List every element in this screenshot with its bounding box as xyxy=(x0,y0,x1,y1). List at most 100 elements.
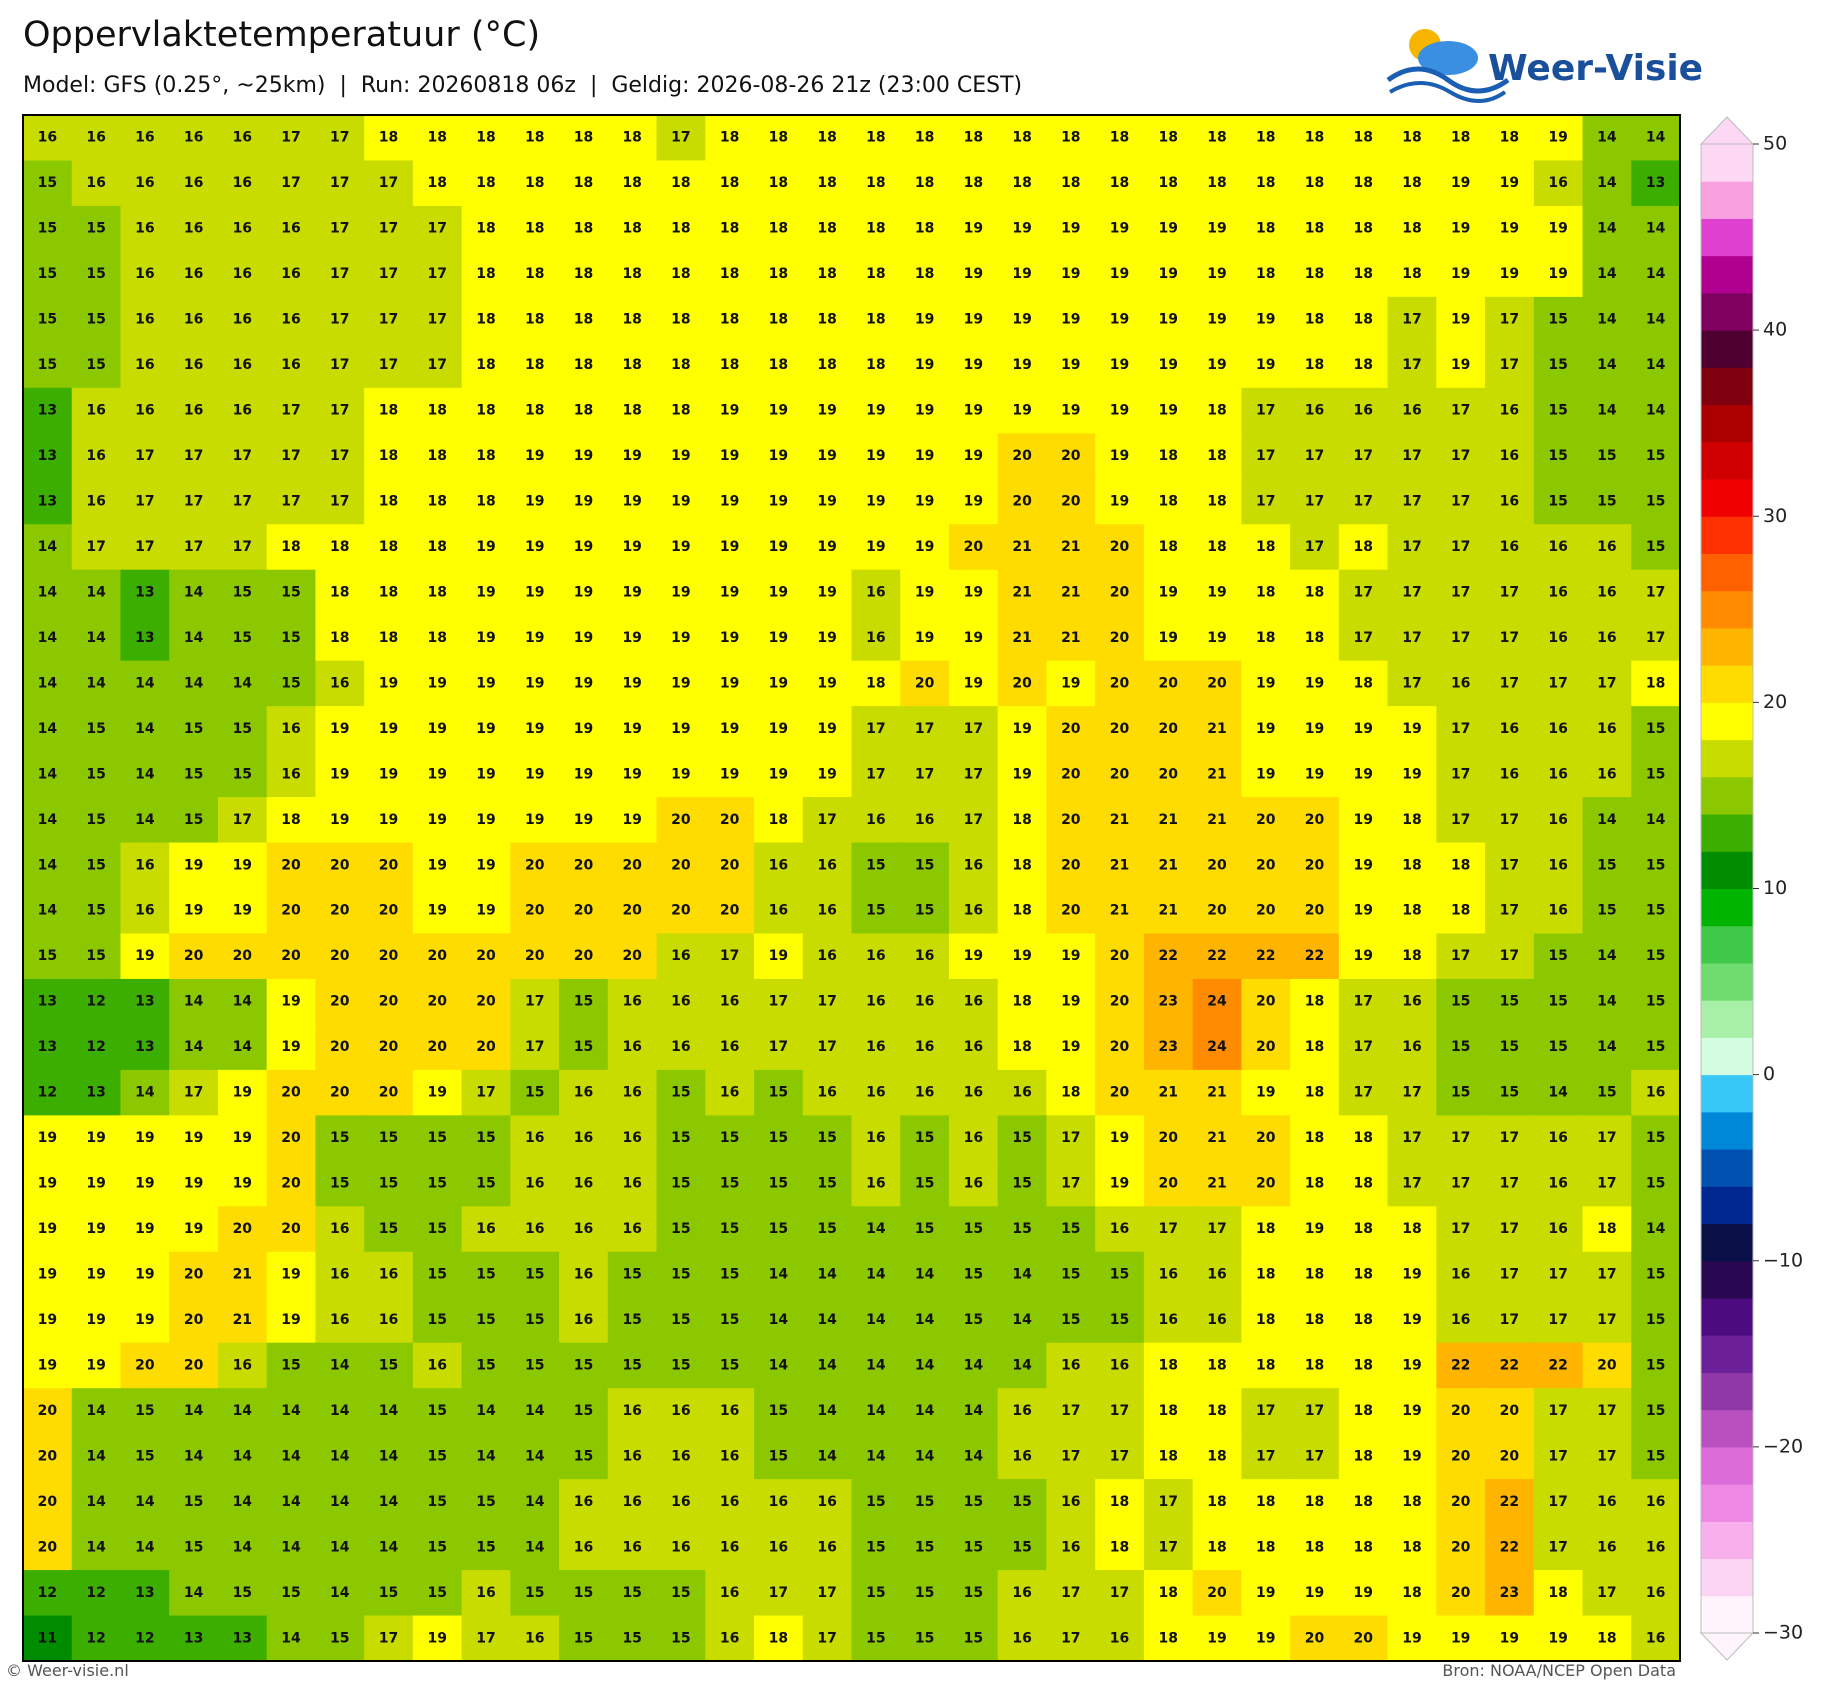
cell-value: 18 xyxy=(1353,1267,1372,1283)
temperature-cell xyxy=(364,615,414,662)
temperature-cell xyxy=(1387,1160,1437,1207)
cell-value: 19 xyxy=(1061,221,1080,237)
temperature-cell xyxy=(656,478,706,525)
temperature-cell xyxy=(1436,1297,1486,1344)
cell-value: 15 xyxy=(769,1130,788,1146)
temperature-cell xyxy=(656,615,706,662)
temperature-cell xyxy=(461,433,511,480)
cell-value: 18 xyxy=(1207,539,1226,555)
temperature-cell xyxy=(510,1024,560,1071)
temperature-cell xyxy=(510,1069,560,1116)
temperature-cell xyxy=(900,751,950,798)
cell-value: 17 xyxy=(135,494,154,510)
temperature-cell xyxy=(412,1206,463,1253)
cell-value: 19 xyxy=(1110,357,1129,373)
temperature-cell xyxy=(656,387,706,434)
temperature-cell xyxy=(364,1433,414,1480)
temperature-cell xyxy=(364,660,414,707)
cell-value: 18 xyxy=(1110,1539,1129,1555)
cell-value: 18 xyxy=(1305,1176,1324,1192)
temperature-cell xyxy=(997,1160,1048,1207)
temperature-cell xyxy=(1387,524,1437,571)
cell-value: 14 xyxy=(38,903,58,919)
temperature-cell xyxy=(851,569,901,616)
colorbar-band xyxy=(1701,590,1753,629)
temperature-cell xyxy=(217,933,268,980)
cell-value: 15 xyxy=(769,1448,788,1464)
temperature-cell xyxy=(217,797,268,844)
logo-wave xyxy=(1388,81,1507,103)
cell-value: 18 xyxy=(1207,1448,1226,1464)
cell-value: 14 xyxy=(964,1403,984,1419)
cell-value: 18 xyxy=(1207,403,1226,419)
cell-value: 18 xyxy=(1353,1403,1372,1419)
temperature-cell xyxy=(1485,1615,1535,1662)
cell-value: 18 xyxy=(866,130,885,146)
temperature-cell xyxy=(315,1297,365,1344)
cell-value: 14 xyxy=(233,675,253,691)
temperature-cell xyxy=(217,1570,268,1617)
temperature-cell xyxy=(851,888,901,935)
cell-value: 19 xyxy=(428,857,447,873)
cell-value: 14 xyxy=(1646,221,1666,237)
temperature-cell xyxy=(607,888,658,935)
temperature-cell xyxy=(1387,888,1437,935)
cell-value: 17 xyxy=(1207,1221,1226,1237)
cell-value: 14 xyxy=(38,539,58,555)
temperature-cell xyxy=(754,1615,804,1662)
temperature-cell xyxy=(705,888,755,935)
cell-value: 19 xyxy=(1110,312,1129,328)
temperature-cell xyxy=(802,660,853,707)
cell-value: 19 xyxy=(184,903,203,919)
cell-value: 18 xyxy=(574,221,593,237)
cell-value: 20 xyxy=(1500,1403,1520,1419)
cell-value: 15 xyxy=(915,1585,934,1601)
colorbar-band xyxy=(1701,479,1753,517)
cell-value: 16 xyxy=(769,1539,788,1555)
colorbar-band xyxy=(1701,1074,1753,1113)
cell-value: 20 xyxy=(915,675,935,691)
temperature-cell xyxy=(1290,160,1340,207)
cell-value: 15 xyxy=(915,1130,934,1146)
cell-value: 17 xyxy=(525,994,544,1010)
temperature-cell xyxy=(997,1069,1048,1116)
temperature-cell xyxy=(1631,115,1681,162)
temperature-cell xyxy=(754,387,804,434)
temperature-cell xyxy=(71,1160,122,1207)
cell-value: 14 xyxy=(184,994,204,1010)
temperature-cell xyxy=(1582,251,1632,298)
temperature-cell xyxy=(1631,387,1681,434)
cell-value: 19 xyxy=(1305,675,1324,691)
cell-value: 21 xyxy=(1159,812,1178,828)
cell-value: 16 xyxy=(233,175,252,191)
cell-value: 22 xyxy=(1500,1539,1519,1555)
temperature-cell xyxy=(1582,1342,1632,1389)
cell-value: 19 xyxy=(964,584,983,600)
temperature-cell xyxy=(1485,433,1535,480)
cell-value: 18 xyxy=(1305,1312,1324,1328)
cell-value: 18 xyxy=(769,221,788,237)
cell-value: 19 xyxy=(1256,1585,1275,1601)
temperature-cell xyxy=(1436,387,1486,434)
temperature-cell xyxy=(1095,160,1145,207)
cell-value: 20 xyxy=(720,812,740,828)
temperature-cell xyxy=(1582,1479,1632,1526)
temperature-cell xyxy=(1387,569,1437,616)
cell-value: 14 xyxy=(866,1312,886,1328)
temperature-cell xyxy=(1582,1024,1632,1071)
temperature-cell xyxy=(705,1251,755,1298)
cell-value: 20 xyxy=(1061,903,1081,919)
temperature-cell xyxy=(802,1024,853,1071)
temperature-cell xyxy=(364,706,414,753)
cell-value: 20 xyxy=(622,903,642,919)
cell-value: 16 xyxy=(915,994,934,1010)
cell-value: 21 xyxy=(1012,584,1031,600)
temperature-cell xyxy=(461,1160,511,1207)
temperature-cell xyxy=(607,1479,658,1526)
cell-value: 18 xyxy=(1207,494,1226,510)
temperature-cell xyxy=(607,524,658,571)
cell-value: 22 xyxy=(1207,948,1226,964)
temperature-cell xyxy=(217,1342,268,1389)
cell-value: 17 xyxy=(281,448,300,464)
cell-value: 18 xyxy=(428,494,447,510)
